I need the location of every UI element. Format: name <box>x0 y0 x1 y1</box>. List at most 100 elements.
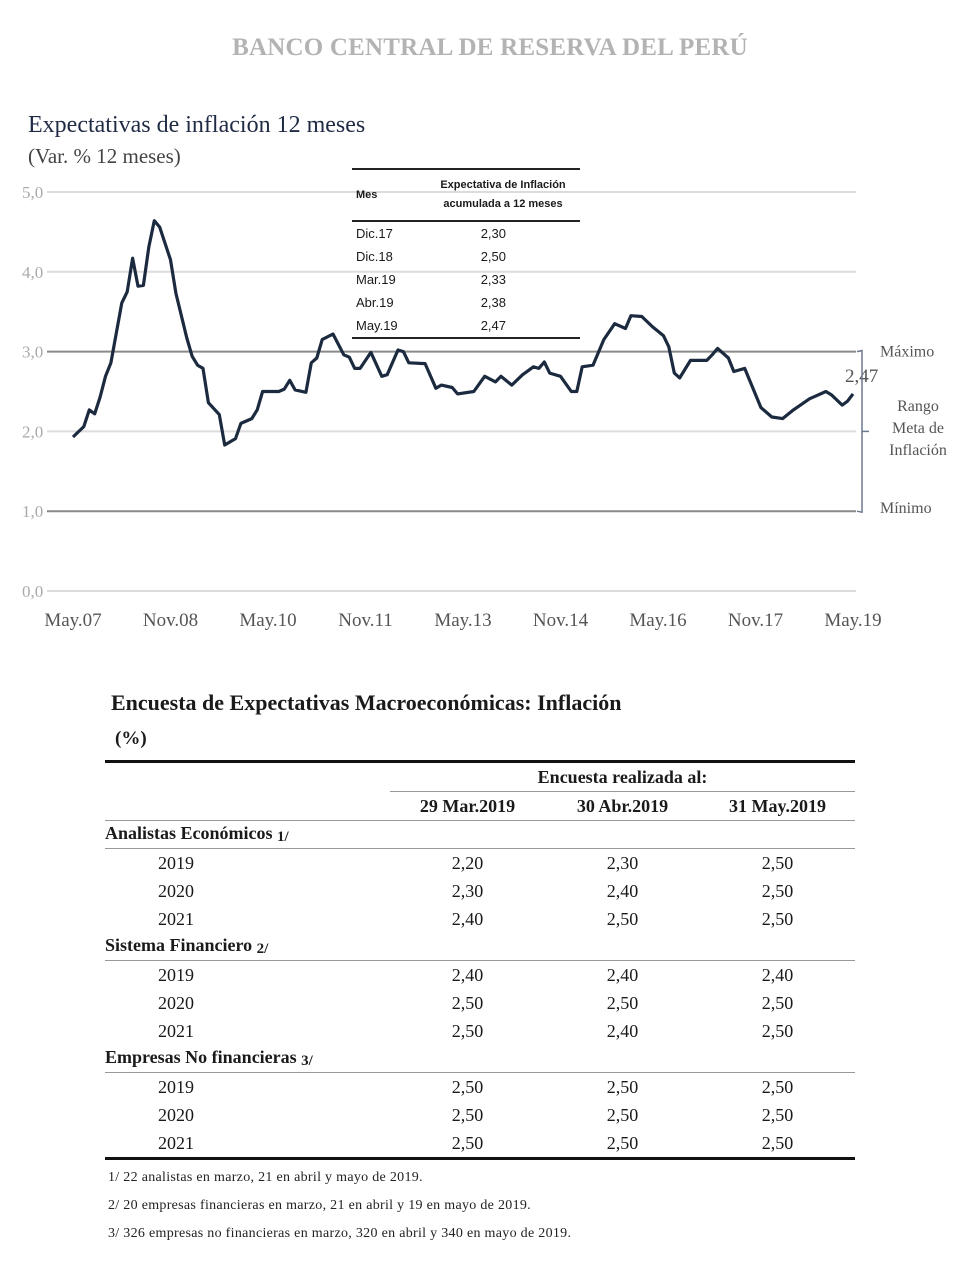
group-label: Empresas No financieras <box>105 1047 297 1067</box>
value-cell: 2,50 <box>606 1104 639 1125</box>
value-cell: 2,40 <box>606 964 639 985</box>
value-cell: 2,40 <box>606 880 639 901</box>
column-header-row: 29 Mar.2019 30 Abr.2019 31 May.2019 <box>105 791 855 821</box>
group-name: Analistas Económicos 1/ <box>105 820 855 849</box>
y-tick-label: 1,0 <box>22 502 43 521</box>
value-cell: 2,50 <box>761 1076 794 1097</box>
value-cell: 2,50 <box>451 1020 484 1041</box>
x-tick-label: Nov.14 <box>533 610 589 631</box>
column-header: 29 Mar.2019 <box>390 791 545 821</box>
group-label: Analistas Económicos <box>105 823 273 843</box>
value-cell: 2,50 <box>761 1020 794 1041</box>
value-cell: 2,40 <box>451 964 484 985</box>
x-tick-label: Nov.08 <box>143 610 198 631</box>
table-row: 2021 2,40 2,50 2,50 <box>105 905 855 933</box>
group-note: 3/ <box>301 1053 313 1069</box>
value-cell: 2,50 <box>761 852 794 873</box>
inset-mes: May.19 <box>356 318 398 333</box>
value-cell: 2,50 <box>761 880 794 901</box>
group-note: 1/ <box>277 829 289 845</box>
value-cell: 2,50 <box>451 992 484 1013</box>
year-cell: 2021 <box>158 908 194 929</box>
inset-valor: 2,47 <box>480 318 506 333</box>
footnote-3: 3/ 326 empresas no financieras en marzo,… <box>108 1226 572 1241</box>
range-label: Meta de <box>892 420 944 437</box>
group-name: Sistema Financiero 2/ <box>105 933 855 961</box>
max-label: Máximo <box>880 344 934 361</box>
inset-col-expectativa-line2: acumulada a 12 meses <box>443 198 563 210</box>
group-header-row: Empresas No financieras 3/ <box>105 1045 855 1073</box>
inset-row: Mar.19 2,33 <box>352 268 580 291</box>
table-row: 2020 2,50 2,50 2,50 <box>105 1101 855 1129</box>
column-header: 30 Abr.2019 <box>545 791 700 821</box>
chart-subtitle: (Var. % 12 meses) <box>28 144 181 168</box>
year-cell: 2020 <box>158 1104 194 1125</box>
year-cell: 2019 <box>158 852 194 873</box>
inset-mes: Dic.18 <box>356 249 393 264</box>
x-tick-label: Nov.17 <box>728 610 783 631</box>
inset-row: Dic.18 2,50 <box>352 245 580 268</box>
value-cell: 2,50 <box>606 1076 639 1097</box>
super-header-row: Encuesta realizada al: <box>105 760 855 792</box>
table-row: 2019 2,50 2,50 2,50 <box>105 1073 855 1102</box>
x-tick-label: May.07 <box>44 610 101 631</box>
inset-mes: Dic.17 <box>356 226 393 241</box>
inset-valor: 2,38 <box>480 295 506 310</box>
table-row: 2021 2,50 2,50 2,50 <box>105 1129 855 1160</box>
inflation-expectations-chart: 0,0 1,0 2,0 3,0 4,0 5,0 May.07 Nov.08 May.10 Nov.… <box>22 183 947 631</box>
value-cell: 2,50 <box>606 908 639 929</box>
inset-col-mes: Mes <box>356 189 378 201</box>
value-cell: 2,30 <box>606 852 639 873</box>
value-cell: 2,50 <box>761 908 794 929</box>
y-tick-label: 5,0 <box>22 183 43 202</box>
inset-row: Dic.17 2,30 <box>352 222 580 245</box>
x-tick-label: May.13 <box>434 610 491 631</box>
group-note: 2/ <box>256 941 269 957</box>
x-tick-label: May.16 <box>629 610 686 631</box>
bank-header: BANCO CENTRAL DE RESERVA DEL PERÚ <box>232 34 748 61</box>
year-cell: 2019 <box>158 1076 194 1097</box>
y-tick-label: 3,0 <box>22 343 43 362</box>
empty-cell <box>105 760 390 792</box>
y-tick-label: 4,0 <box>22 263 43 282</box>
year-cell: 2020 <box>158 992 194 1013</box>
value-cell: 2,40 <box>606 1020 639 1041</box>
inset-row: Abr.19 2,38 <box>352 291 580 314</box>
year-cell: 2020 <box>158 880 194 901</box>
group-name: Empresas No financieras 3/ <box>105 1045 855 1073</box>
value-cell: 2,40 <box>451 908 484 929</box>
y-tick-label: 0,0 <box>22 582 43 601</box>
range-label: Inflación <box>889 442 947 459</box>
inset-valor: 2,30 <box>480 226 506 241</box>
value-cell: 2,30 <box>451 880 484 901</box>
super-header: Encuesta realizada al: <box>390 760 855 792</box>
chart-title: Expectativas de inflación 12 meses <box>28 112 366 138</box>
inset-mes: Mar.19 <box>356 272 396 287</box>
inset-table-header: Mes Expectativa de Inflación acumulada a… <box>352 170 580 222</box>
inset-valor: 2,33 <box>480 272 506 287</box>
year-cell: 2021 <box>158 1020 194 1041</box>
empty-cell <box>105 791 390 821</box>
survey-table: Encuesta realizada al: 29 Mar.2019 30 Abr.… <box>105 760 855 1160</box>
inset-row: May.19 2,47 <box>352 314 580 337</box>
x-tick-label: May.10 <box>239 610 296 631</box>
table-row: 2019 2,40 2,40 2,40 <box>105 961 855 990</box>
value-cell: 2,40 <box>761 964 794 985</box>
survey-title: Encuesta de Expectativas Macroeconómicas… <box>111 690 622 715</box>
inset-mes: Abr.19 <box>356 295 394 310</box>
group-header-row: Sistema Financiero 2/ <box>105 933 855 961</box>
value-cell: 2,50 <box>761 1104 794 1125</box>
value-cell: 2,50 <box>606 992 639 1013</box>
footnote-2: 2/ 20 empresas financieras en marzo, 21 … <box>108 1198 531 1213</box>
value-cell: 2,50 <box>390 1129 545 1160</box>
value-cell: 2,50 <box>545 1129 700 1160</box>
footnote-1: 1/ 22 analistas en marzo, 21 en abril y … <box>108 1170 423 1185</box>
value-cell: 2,20 <box>451 852 484 873</box>
table-row: 2021 2,50 2,40 2,50 <box>105 1017 855 1045</box>
table-row: 2020 2,30 2,40 2,50 <box>105 877 855 905</box>
inset-col-expectativa-line1: Expectativa de Inflación <box>440 179 566 191</box>
range-label: Rango <box>897 398 939 415</box>
survey-unit: (%) <box>115 728 147 749</box>
value-cell: 2,50 <box>451 1076 484 1097</box>
value-cell: 2,50 <box>761 992 794 1013</box>
